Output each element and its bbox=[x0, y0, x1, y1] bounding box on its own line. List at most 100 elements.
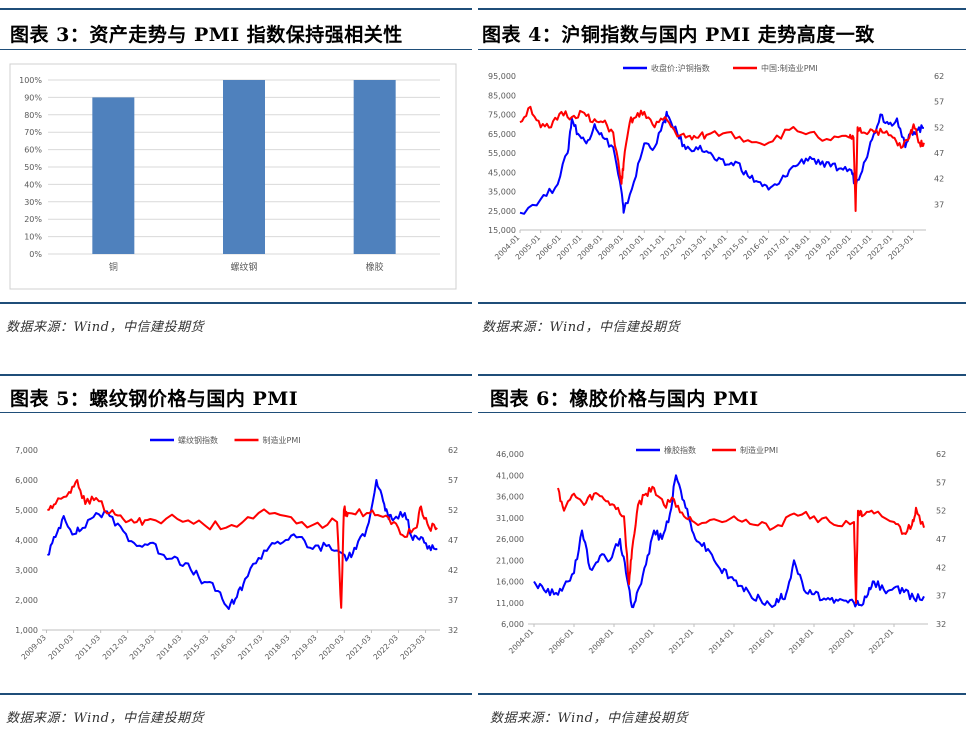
x-tick-label: 2014-03 bbox=[155, 633, 184, 662]
y-tick-label: 80% bbox=[24, 111, 42, 120]
y-left-tick-label: 46,000 bbox=[496, 450, 524, 459]
y-left-tick-label: 41,000 bbox=[496, 471, 524, 480]
y-right-tick-label: 42 bbox=[934, 175, 944, 184]
y-right-tick-label: 62 bbox=[448, 446, 458, 455]
chart-3-title: 图表 3：资产走势与 PMI 指数保持强相关性 bbox=[10, 24, 403, 46]
y-left-tick-label: 26,000 bbox=[496, 535, 524, 544]
y-tick-label: 20% bbox=[24, 215, 42, 224]
x-tick-label: 2006-01 bbox=[547, 627, 576, 656]
chart-3-source: 数据来源：Wind，中信建投期货 bbox=[6, 320, 204, 335]
x-tick-label: 2010-03 bbox=[46, 633, 75, 662]
y-right-tick-label: 52 bbox=[934, 123, 944, 132]
title-rule bbox=[478, 412, 966, 413]
y-tick-label: 10% bbox=[24, 233, 42, 242]
y-left-tick-label: 55,000 bbox=[488, 149, 516, 158]
y-tick-label: 70% bbox=[24, 128, 42, 137]
y-left-tick-label: 6,000 bbox=[501, 620, 524, 629]
y-tick-label: 50% bbox=[24, 163, 42, 172]
series-line-price bbox=[47, 479, 438, 610]
series-line-pmi bbox=[519, 105, 925, 212]
y-right-tick-label: 57 bbox=[448, 476, 458, 485]
x-tick-label: 2017-03 bbox=[236, 633, 265, 662]
y-right-tick-label: 62 bbox=[936, 450, 946, 459]
x-tick-label: 2022-03 bbox=[371, 633, 400, 662]
y-tick-label: 40% bbox=[24, 180, 42, 189]
y-left-tick-label: 35,000 bbox=[488, 188, 516, 197]
x-tick-label: 铜 bbox=[109, 261, 118, 273]
y-tick-label: 0% bbox=[29, 250, 42, 259]
x-tick-label: 2009-03 bbox=[19, 633, 48, 662]
y-tick-label: 100% bbox=[19, 76, 42, 85]
x-tick-label: 2008-01 bbox=[587, 627, 616, 656]
x-tick-label: 2020-03 bbox=[317, 633, 346, 662]
y-tick-label: 90% bbox=[24, 93, 42, 102]
x-tick-label: 2019-03 bbox=[290, 633, 319, 662]
top-rule bbox=[478, 374, 966, 376]
y-right-tick-label: 62 bbox=[934, 72, 944, 81]
x-tick-label: 2018-01 bbox=[787, 627, 816, 656]
chart-5-source: 数据来源：Wind，中信建投期货 bbox=[6, 711, 204, 726]
x-tick-label: 2022-01 bbox=[867, 627, 896, 656]
y-left-tick-label: 75,000 bbox=[488, 111, 516, 120]
y-right-tick-label: 37 bbox=[934, 200, 944, 209]
y-right-tick-label: 47 bbox=[936, 535, 946, 544]
y-right-tick-label: 37 bbox=[936, 592, 946, 601]
bottom-rule bbox=[0, 302, 472, 304]
legend-label: 螺纹钢指数 bbox=[178, 435, 218, 445]
y-left-tick-label: 5,000 bbox=[15, 506, 38, 515]
y-right-tick-label: 57 bbox=[934, 98, 944, 107]
bar-橡胶 bbox=[353, 80, 396, 254]
x-tick-label: 2016-01 bbox=[747, 627, 776, 656]
chart-4-line-chart: 15,000 25,000 35,000 45,000 55,000 65,000 75,0… bbox=[488, 63, 944, 262]
legend-label: 橡胶指数 bbox=[664, 445, 696, 455]
series-line-price bbox=[519, 110, 924, 215]
y-left-tick-label: 2,000 bbox=[15, 596, 38, 605]
series-line-price bbox=[533, 474, 925, 609]
x-tick-label: 2023-03 bbox=[398, 633, 427, 662]
y-left-tick-label: 4,000 bbox=[15, 536, 38, 545]
legend-label: 中国:制造业PMI bbox=[761, 63, 818, 73]
y-left-tick-label: 7,000 bbox=[15, 446, 38, 455]
y-right-tick-label: 32 bbox=[448, 626, 458, 635]
x-tick-label: 2014-01 bbox=[707, 627, 736, 656]
x-tick-label: 2013-03 bbox=[128, 633, 157, 662]
bottom-rule bbox=[478, 302, 966, 304]
x-tick-label: 2012-01 bbox=[667, 627, 696, 656]
y-left-tick-label: 45,000 bbox=[488, 168, 516, 177]
y-right-tick-label: 42 bbox=[448, 566, 458, 575]
top-rule bbox=[0, 374, 472, 376]
legend-label: 制造业PMI bbox=[263, 435, 301, 445]
y-right-tick-label: 42 bbox=[936, 563, 946, 572]
bar-铜 bbox=[92, 97, 135, 255]
chart-5-line-chart: 1,000 2,000 3,000 4,000 5,000 6,000 7,000 32 37 4… bbox=[15, 435, 458, 662]
y-tick-label: 60% bbox=[24, 146, 42, 155]
y-right-tick-label: 47 bbox=[934, 149, 944, 158]
title-rule bbox=[0, 412, 472, 413]
y-right-tick-label: 52 bbox=[448, 506, 458, 515]
y-left-tick-label: 36,000 bbox=[496, 493, 524, 502]
y-right-tick-label: 32 bbox=[936, 620, 946, 629]
x-tick-label: 2021-03 bbox=[344, 633, 373, 662]
legend-label: 收盘价:沪铜指数 bbox=[651, 63, 710, 73]
chart-3-bar-chart: 0% 10% 20% 30% 40% 50% 60% 70% 80% 90% 100% 铜 螺纹钢 橡胶 bbox=[9, 63, 457, 290]
x-tick-label: 螺纹钢 bbox=[230, 261, 257, 273]
y-left-tick-label: 21,000 bbox=[496, 556, 524, 565]
chart-6-title: 图表 6：橡胶价格与国内 PMI bbox=[490, 388, 759, 410]
y-right-tick-label: 47 bbox=[448, 536, 458, 545]
x-tick-label: 2004-01 bbox=[507, 627, 536, 656]
x-tick-label: 2018-03 bbox=[263, 633, 292, 662]
bottom-rule bbox=[478, 693, 966, 695]
chart-5-title: 图表 5：螺纹钢价格与国内 PMI bbox=[10, 388, 299, 410]
y-left-tick-label: 3,000 bbox=[15, 566, 38, 575]
y-left-tick-label: 65,000 bbox=[488, 130, 516, 139]
top-rule bbox=[478, 8, 966, 10]
y-left-tick-label: 11,000 bbox=[496, 599, 524, 608]
x-tick-label: 2015-03 bbox=[182, 633, 211, 662]
x-tick-label: 2011-03 bbox=[74, 633, 103, 662]
x-tick-label: 橡胶 bbox=[366, 261, 384, 273]
chart-6-source: 数据来源：Wind，中信建投期货 bbox=[490, 711, 688, 726]
y-left-tick-label: 1,000 bbox=[15, 626, 38, 635]
x-tick-label: 2016-03 bbox=[209, 633, 238, 662]
y-left-tick-label: 25,000 bbox=[488, 207, 516, 216]
y-right-tick-label: 57 bbox=[936, 478, 946, 487]
